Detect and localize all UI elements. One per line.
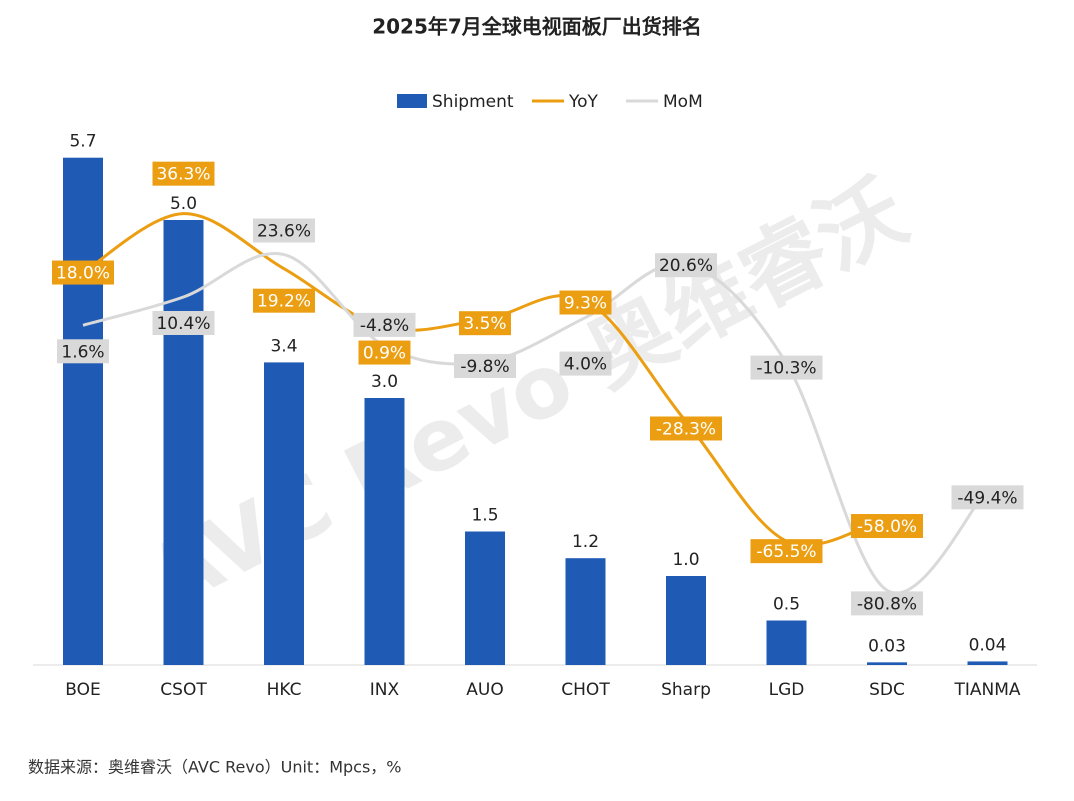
data-label-box [152,161,215,186]
data-label-box [559,351,612,376]
data-label-box [655,253,717,278]
data-label: -80.8% [857,594,917,614]
data-label-box [851,514,923,539]
x-tick-label: INX [370,680,400,700]
data-label: 0.9% [363,344,406,364]
x-tick-label: SDC [869,680,905,700]
data-label: -10.3% [756,359,816,379]
data-label: 10.4% [156,314,210,334]
x-tick-label: CSOT [160,680,207,700]
bar [867,662,907,665]
bar [465,531,505,665]
x-tick-label: BOE [65,680,101,700]
data-label: -4.8% [360,316,409,336]
x-tick-label: LGD [769,680,805,700]
data-label-box [152,310,215,335]
data-label: 0.5 [773,595,800,615]
data-label-box [253,218,315,243]
data-label-box [750,539,823,564]
legend-label: YoY [568,92,599,112]
data-label-box [951,485,1024,510]
bar [63,157,103,665]
data-label: 4.0% [564,355,607,375]
data-label: 0.03 [868,636,906,656]
legend-label: MoM [663,92,703,112]
data-label: 19.2% [257,292,311,312]
bar [666,576,706,665]
source-note: 数据来源：奥维睿沃（AVC Revo）Unit：Mpcs，% [28,758,402,777]
data-label: 20.6% [659,256,713,276]
data-label: -65.5% [756,542,816,562]
data-label-box [52,260,114,285]
data-label: 3.4 [270,336,297,356]
data-label: 1.6% [61,342,104,362]
data-label-box [650,416,722,441]
data-label: 0.04 [969,635,1007,655]
legend-label: Shipment [432,92,514,112]
bar [967,661,1008,665]
x-tick-label: CHOT [561,680,610,700]
legend-swatch [397,94,427,108]
bar [565,558,606,665]
x-tick-label: Sharp [661,680,711,700]
data-label: 23.6% [257,222,311,242]
data-label: 18.0% [56,264,110,284]
data-label: 36.3% [156,165,210,185]
data-label-box [851,591,923,616]
data-label: 3.5% [463,314,506,334]
data-label-box [358,340,411,365]
data-label: 3.0 [371,372,398,392]
data-label: 5.0 [170,194,197,214]
chart-title: 2025年7月全球电视面板厂出货排名 [372,15,702,39]
data-label: 5.7 [69,132,96,152]
data-label: -49.4% [957,488,1017,508]
data-label-box [559,290,612,315]
bar [264,362,304,665]
data-label-box [454,353,516,378]
data-label-box [353,312,416,337]
data-label-box [253,288,315,313]
data-label: 9.3% [564,294,607,314]
bar [766,620,807,665]
data-label: -9.8% [460,357,509,377]
x-tick-label: AUO [466,680,503,700]
data-label: 1.2 [572,532,599,552]
bar [364,398,405,665]
legend: Shipment YoY MoM [397,92,703,112]
data-label: -28.3% [656,419,716,439]
data-label-box [459,311,511,336]
data-label: 1.0 [672,550,699,570]
data-label-box [750,355,823,380]
x-tick-label: TIANMA [953,680,1020,700]
data-label-box [57,339,109,364]
bar [163,220,204,665]
data-label: -58.0% [857,517,917,537]
x-tick-label: HKC [267,680,302,700]
data-label: 1.5 [471,506,498,526]
line-mom [82,251,989,595]
